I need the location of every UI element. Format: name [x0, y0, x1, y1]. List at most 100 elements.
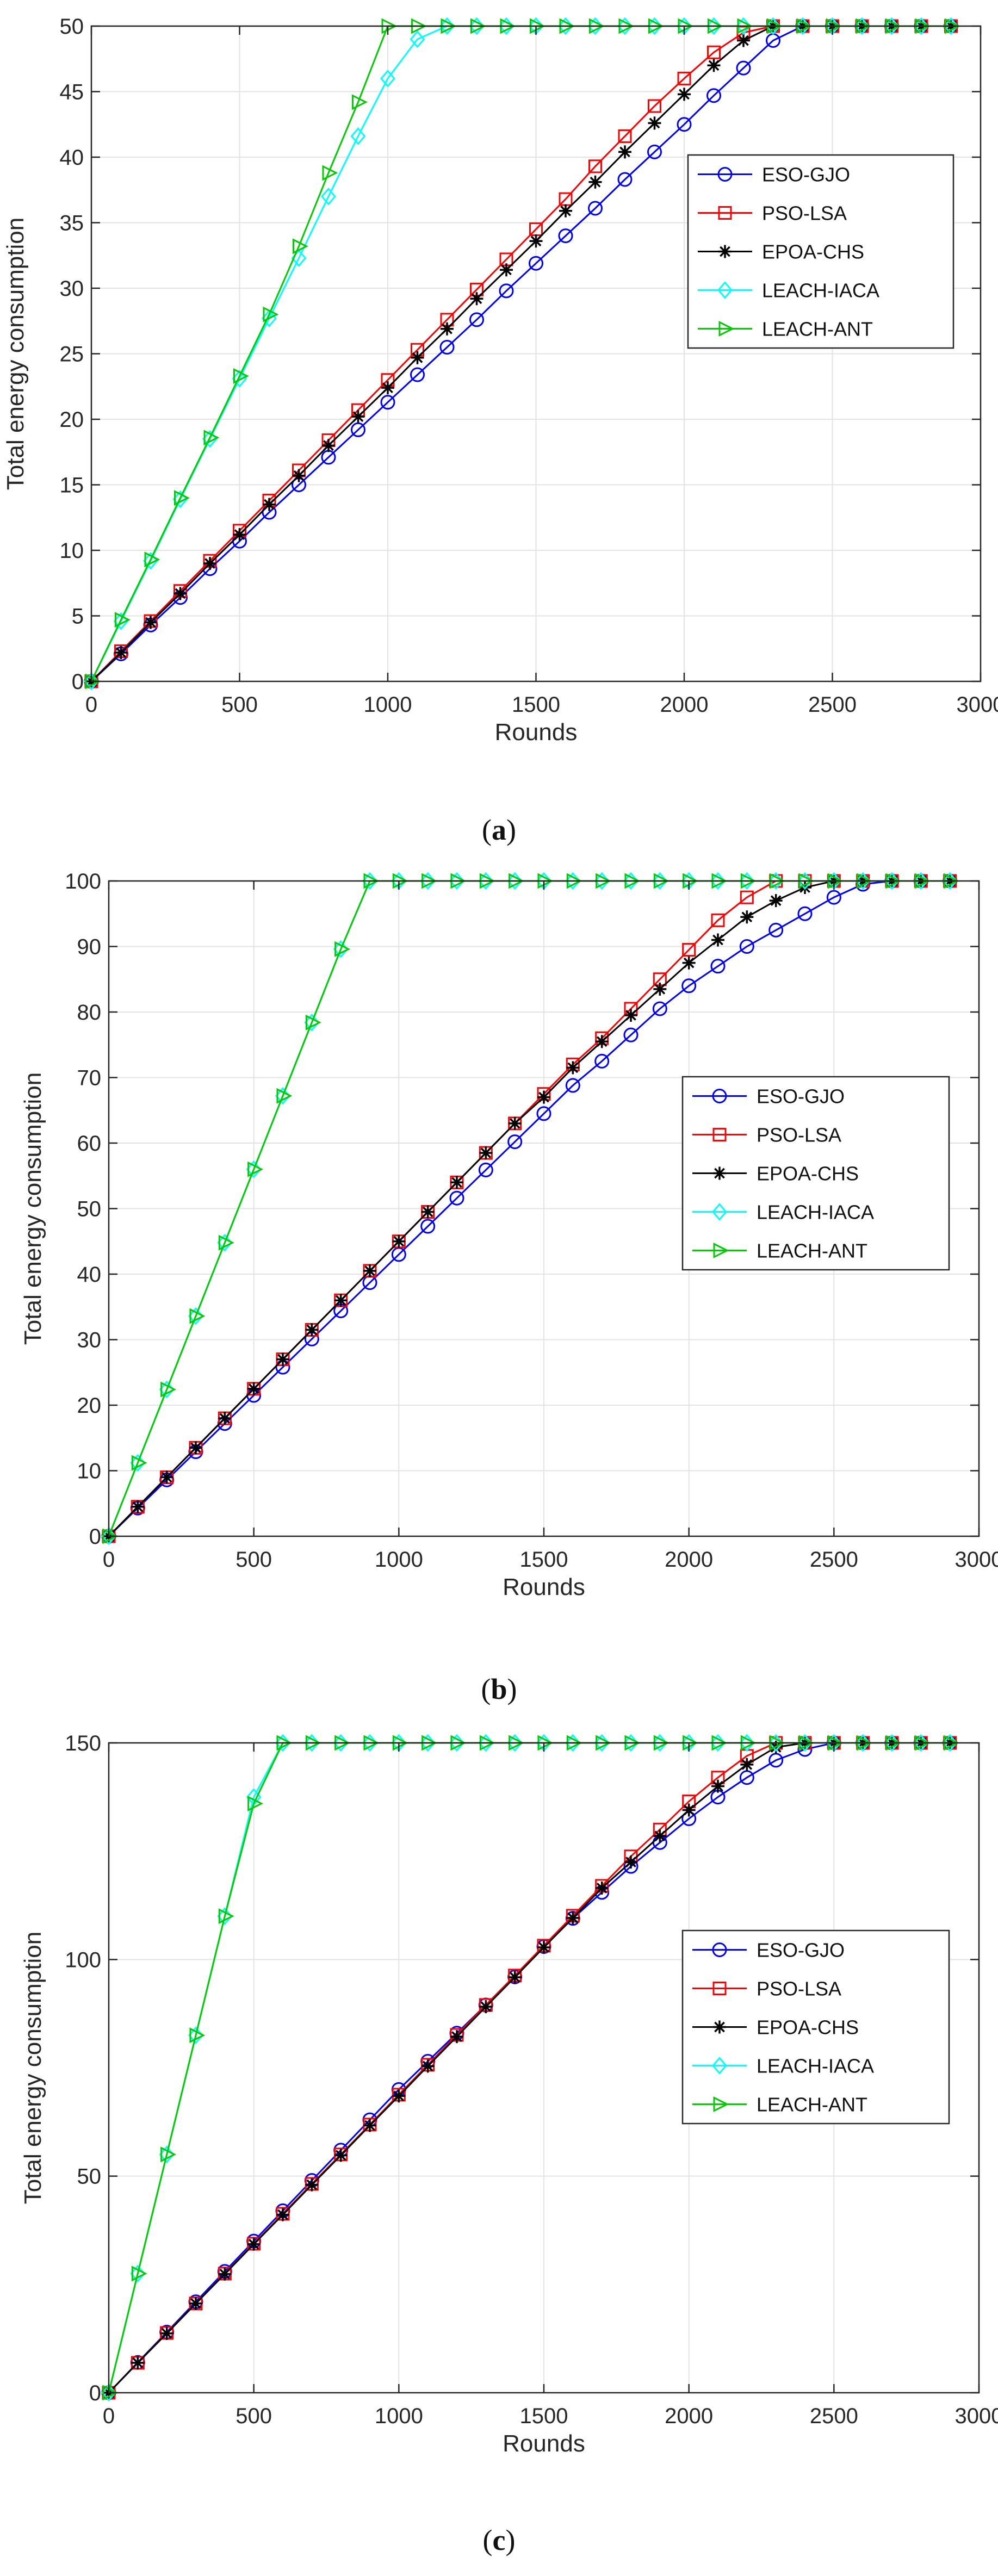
data-point: [351, 422, 365, 437]
data-point: [218, 1908, 234, 1925]
data-point: [411, 351, 424, 364]
legend-label: LEACH-IACA: [762, 280, 879, 302]
data-point: [439, 339, 455, 355]
data-point: [263, 306, 279, 322]
legend-marker: [713, 2020, 726, 2034]
legend-label: LEACH-ANT: [762, 318, 873, 340]
data-point: [276, 2208, 289, 2221]
legend-label: ESO-GJO: [757, 1085, 845, 1108]
data-point: [594, 1053, 610, 1069]
data-point: [707, 45, 721, 59]
data-point: [292, 469, 306, 482]
y-tick-label: 20: [77, 1394, 102, 1418]
legend-entry: ESO-GJO: [692, 1939, 845, 1962]
data-point: [682, 943, 696, 957]
legend-label: LEACH-IACA: [757, 2055, 874, 2077]
legend-marker: [713, 1166, 726, 1180]
data-point: [677, 117, 692, 132]
data-point: [470, 292, 483, 306]
legend-label: LEACH-ANT: [757, 2094, 867, 2116]
x-tick-label: 0: [103, 1548, 115, 1572]
y-axis-label: Total energy consumption: [20, 1932, 46, 2204]
data-point: [131, 2356, 145, 2370]
x-axis-label: Rounds: [503, 2430, 585, 2457]
caption-b-label: b: [491, 1673, 507, 1705]
y-tick-label: 40: [77, 1263, 102, 1287]
y-axis-label: Total energy consumption: [20, 1072, 46, 1345]
data-point: [232, 369, 247, 388]
data-point: [623, 1027, 639, 1042]
data-point: [537, 1090, 550, 1104]
x-axis-label: Rounds: [495, 719, 578, 746]
data-point: [305, 1014, 321, 1031]
y-tick-label: 0: [89, 1525, 101, 1549]
data-point: [507, 1134, 523, 1150]
legend-entry: EPOA-CHS: [692, 1163, 859, 1185]
y-tick-label: 60: [77, 1132, 102, 1156]
y-tick-label: 30: [60, 277, 84, 301]
data-point: [380, 70, 395, 88]
data-point: [351, 410, 365, 424]
data-point: [263, 498, 276, 511]
data-point: [711, 913, 725, 927]
x-tick-label: 2000: [665, 1548, 713, 1572]
data-point: [115, 612, 131, 628]
legend-marker: [713, 2096, 729, 2112]
y-tick-label: 100: [65, 1948, 101, 1972]
data-point: [131, 1455, 147, 1471]
caption-c: (c): [482, 2524, 516, 2556]
legend-marker: [718, 206, 732, 220]
data-point: [648, 116, 661, 130]
data-point: [769, 894, 783, 908]
x-tick-label: 2500: [808, 693, 857, 717]
data-point: [233, 368, 249, 384]
y-tick-label: 15: [60, 474, 84, 498]
data-point: [681, 978, 697, 994]
data-point: [736, 60, 751, 76]
data-point: [189, 2296, 202, 2310]
data-point: [218, 1234, 234, 1251]
data-point: [740, 910, 754, 924]
data-point: [682, 1803, 696, 1817]
x-tick-label: 3000: [957, 693, 998, 717]
data-point: [677, 71, 691, 85]
data-point: [334, 2149, 348, 2162]
data-point: [352, 94, 368, 110]
y-tick-label: 100: [65, 870, 101, 893]
data-point: [566, 1061, 580, 1075]
data-point: [392, 2089, 406, 2103]
y-tick-label: 45: [60, 80, 84, 104]
chart-a: 0 500 1000 1500 2000 2500 3000 0 5 10 15 20 25 30 35 40…: [2, 15, 998, 746]
legend-label: LEACH-IACA: [757, 1201, 874, 1224]
data-point: [421, 2059, 435, 2073]
y-tick-label: 0: [72, 670, 84, 694]
data-point: [334, 941, 351, 957]
data-point: [276, 1088, 293, 1104]
data-point: [85, 673, 101, 690]
data-point: [114, 645, 128, 659]
data-point: [247, 1382, 261, 1395]
x-tick-label: 3000: [955, 1548, 998, 1572]
data-point: [479, 1146, 493, 1160]
x-tick-label: 2000: [665, 2404, 713, 2428]
y-tick-label: 10: [60, 539, 84, 563]
legend-entry: EPOA-CHS: [692, 2016, 859, 2039]
y-tick-label: 35: [60, 212, 84, 235]
x-tick-label: 1000: [364, 693, 412, 717]
data-point: [131, 1500, 145, 1513]
data-point: [537, 1941, 550, 1954]
x-tick-label: 1000: [375, 2404, 423, 2428]
data-point: [305, 1323, 319, 1337]
x-tick-label: 1500: [512, 693, 560, 717]
data-point: [499, 283, 514, 299]
data-point: [559, 204, 572, 218]
data-point: [421, 1205, 435, 1219]
y-tick-label: 5: [72, 605, 84, 629]
y-tick-label: 70: [77, 1066, 102, 1090]
y-tick-label: 80: [77, 1001, 102, 1025]
data-point: [380, 395, 395, 410]
data-point: [218, 2267, 232, 2281]
data-point: [618, 129, 632, 143]
data-point: [189, 2027, 206, 2044]
data-point: [160, 2326, 173, 2340]
